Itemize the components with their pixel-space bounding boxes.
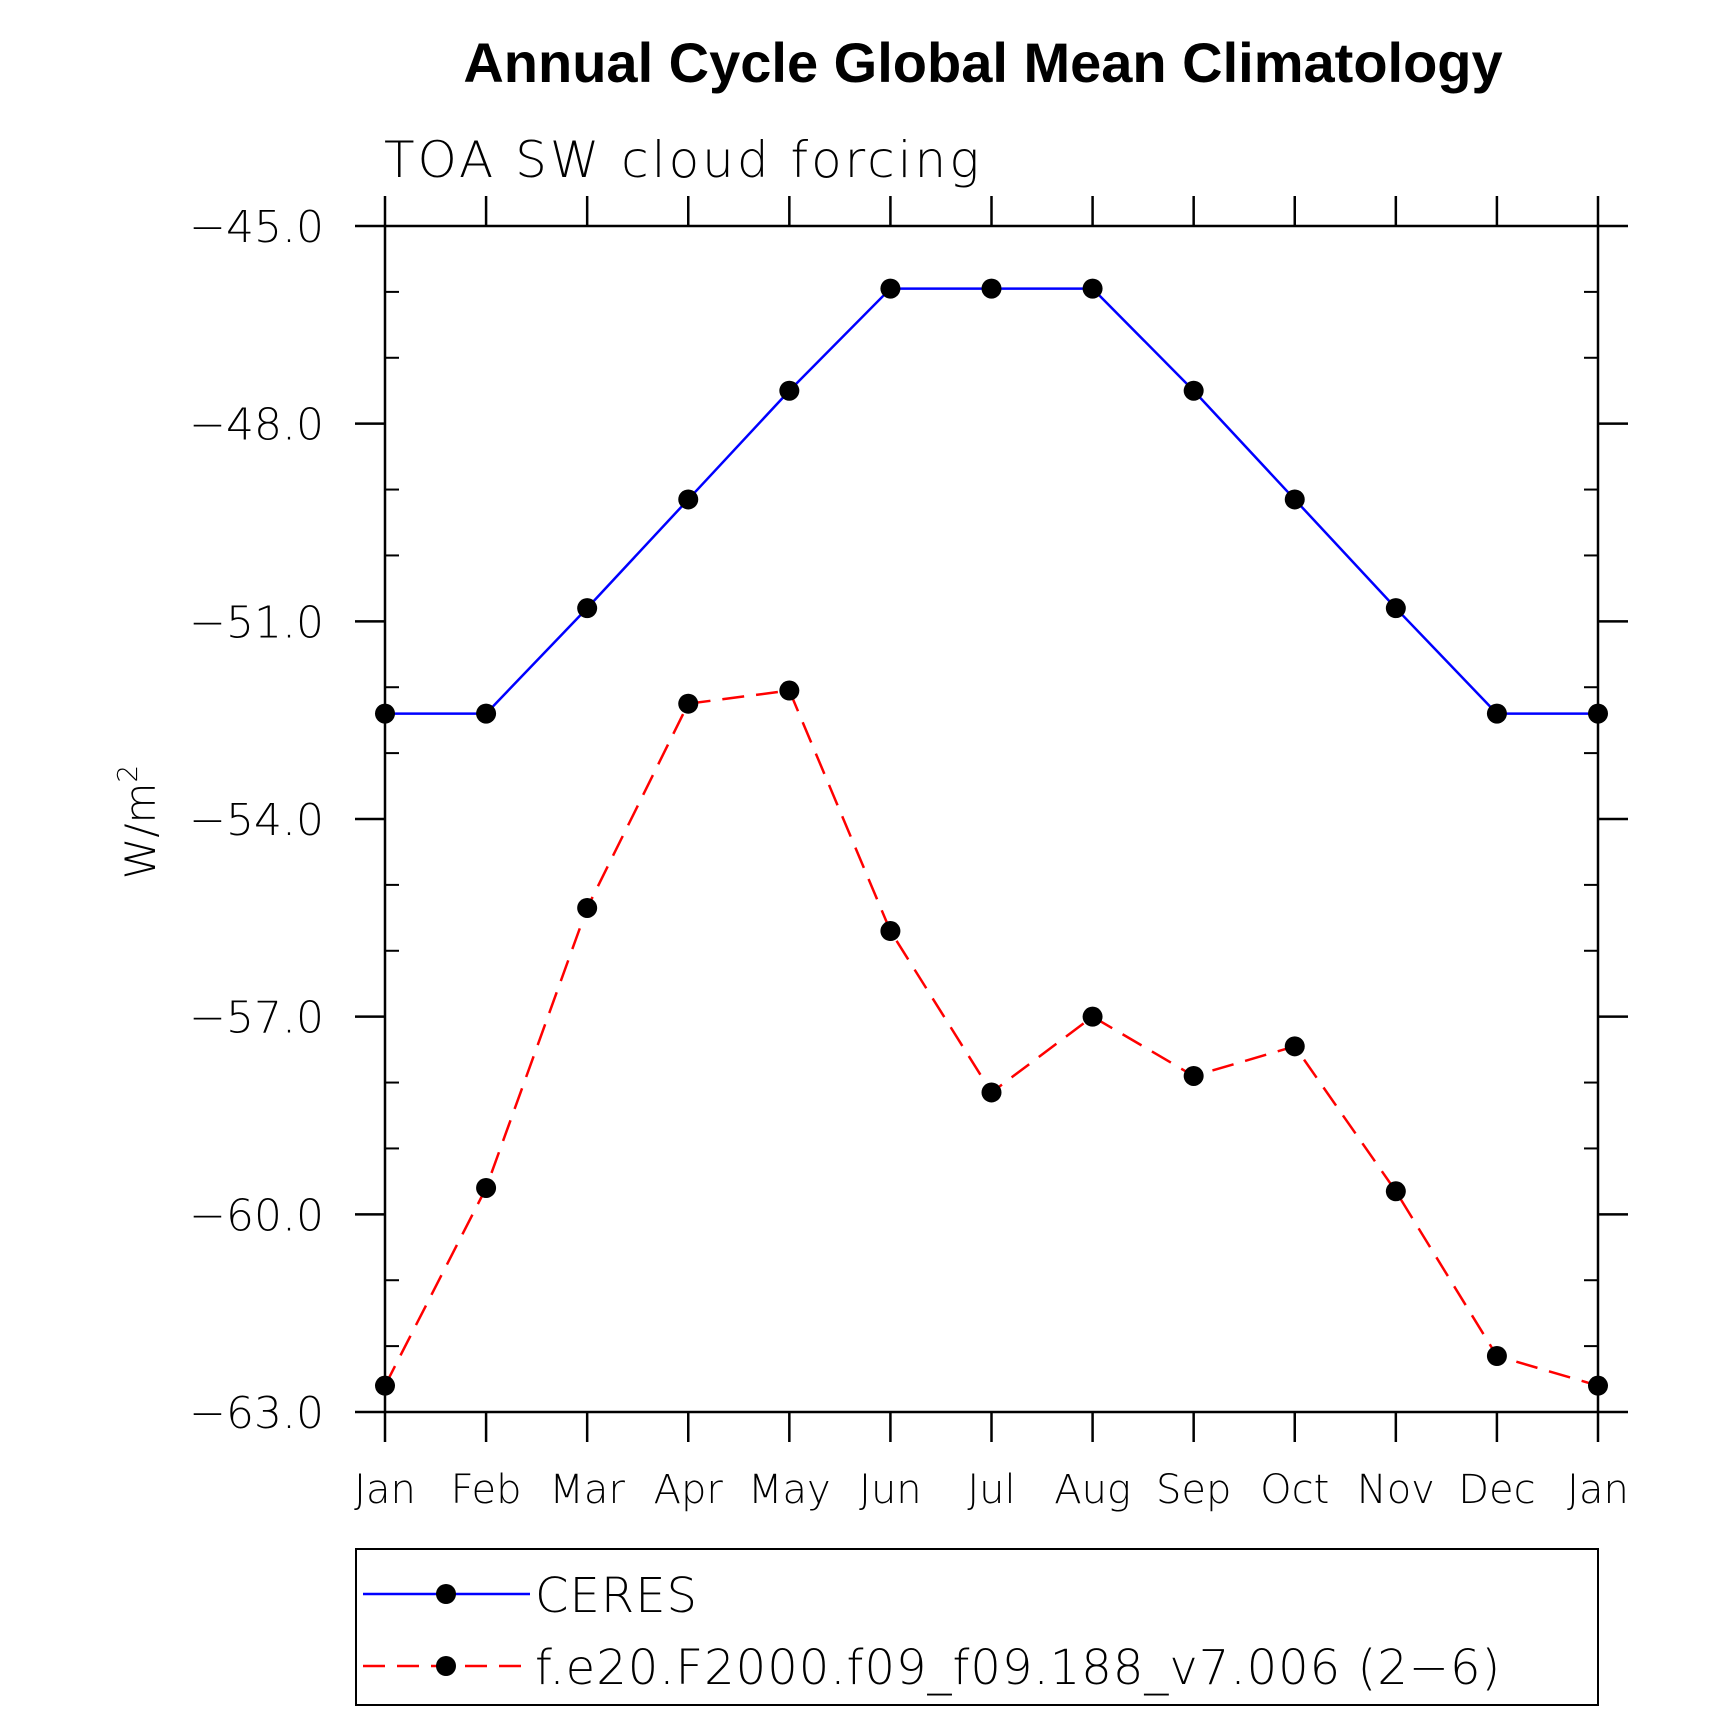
series-0-point bbox=[375, 703, 395, 724]
legend-label-1: f.e20.F2000.f09_f09.188_v7.006 (2−6) bbox=[535, 1640, 1501, 1696]
y-tick-label: −54.0 bbox=[189, 795, 324, 846]
legend-marker-0 bbox=[436, 1584, 456, 1604]
x-tick-label: Oct bbox=[1260, 1467, 1329, 1513]
series-1-point bbox=[981, 1082, 1002, 1103]
series-1-point bbox=[1284, 1036, 1305, 1057]
series-1-point bbox=[880, 921, 901, 942]
y-axis-label-superscript: 2 bbox=[111, 765, 144, 783]
x-tick-label: Nov bbox=[1357, 1467, 1435, 1513]
series-1-point bbox=[1385, 1181, 1406, 1202]
y-tick-label: −45.0 bbox=[189, 202, 324, 253]
series-0-point bbox=[1486, 703, 1507, 724]
series-0-point bbox=[1284, 489, 1305, 510]
x-tick-label: Jan bbox=[1567, 1467, 1629, 1513]
chart-title: Annual Cycle Global Mean Climatology bbox=[463, 31, 1502, 94]
series-1-point bbox=[1082, 1006, 1103, 1027]
series-0-point bbox=[476, 703, 497, 724]
legend-box bbox=[355, 1548, 1599, 1706]
legend: CERES f.e20.F2000.f09_f09.188_v7.006 (2−6… bbox=[355, 1548, 1599, 1706]
series-0-point bbox=[779, 380, 800, 401]
x-tick-label: May bbox=[748, 1467, 831, 1513]
chart-subtitle: TOA SW cloud forcing bbox=[384, 131, 982, 189]
y-axis-label-text: W/m bbox=[116, 783, 165, 880]
x-tick-label: Jun bbox=[859, 1467, 922, 1513]
x-tick-label: Jul bbox=[967, 1467, 1015, 1513]
series-0-point bbox=[1082, 278, 1103, 299]
series-1-point bbox=[577, 897, 598, 918]
x-tick-label: Aug bbox=[1054, 1467, 1131, 1513]
x-tick-label: Mar bbox=[549, 1467, 625, 1513]
x-tick-label: Sep bbox=[1156, 1467, 1231, 1513]
x-tick-label: Feb bbox=[451, 1467, 522, 1513]
series-1-point bbox=[1588, 1375, 1608, 1396]
series-line-1 bbox=[383, 689, 1599, 1387]
series-0-point bbox=[1385, 598, 1406, 619]
y-tick-label: −51.0 bbox=[189, 597, 324, 648]
series-0-point bbox=[1588, 703, 1608, 724]
series-1-point bbox=[1183, 1065, 1204, 1086]
series-0-point bbox=[880, 278, 901, 299]
series-0-point bbox=[678, 489, 699, 510]
y-tick-label: −48.0 bbox=[189, 400, 324, 451]
series-1-point bbox=[1486, 1345, 1507, 1366]
series-0-point bbox=[577, 598, 598, 619]
series-1-point bbox=[779, 680, 800, 701]
series-1-point bbox=[678, 693, 699, 714]
plot-frame bbox=[383, 224, 1600, 1414]
series-1-point bbox=[375, 1375, 395, 1396]
y-tick-label: −60.0 bbox=[189, 1190, 324, 1241]
y-axis-label: W/m2 bbox=[111, 765, 165, 879]
x-tick-label: Apr bbox=[654, 1467, 724, 1513]
y-tick-label: −63.0 bbox=[189, 1388, 324, 1439]
svg-text:W/m2: W/m2 bbox=[111, 765, 165, 879]
x-tick-label: Jan bbox=[354, 1467, 416, 1513]
y-tick-label: −57.0 bbox=[189, 993, 324, 1044]
x-tick-label: Dec bbox=[1458, 1467, 1535, 1513]
series-1-point bbox=[476, 1177, 497, 1198]
legend-marker-1 bbox=[436, 1656, 456, 1676]
legend-label-0: CERES bbox=[535, 1568, 698, 1624]
plot-area: −45.0 −48.0 −51.0 −54.0 −57.0 −60.0 −63.0 Jan Fe… bbox=[189, 196, 1629, 1513]
series-line-0 bbox=[385, 287, 1598, 715]
series-0-point bbox=[981, 278, 1002, 299]
series-0-point bbox=[1183, 380, 1204, 401]
